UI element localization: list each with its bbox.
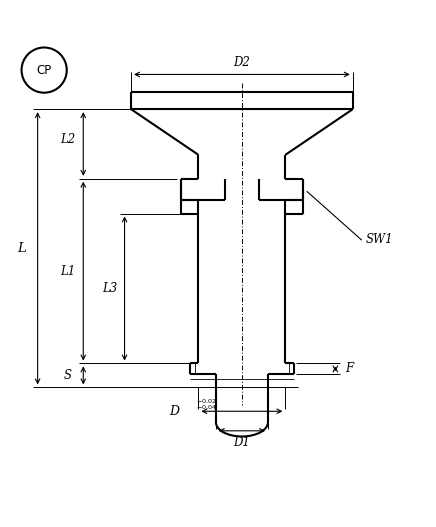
Text: $^{-0.02}_{-0.04}$: $^{-0.02}_{-0.04}$ [196, 397, 217, 412]
Text: SW1: SW1 [366, 233, 393, 246]
Text: L2: L2 [61, 133, 76, 146]
Text: F: F [345, 363, 353, 375]
Text: D: D [170, 405, 180, 418]
Text: L3: L3 [102, 282, 117, 295]
Text: S: S [64, 369, 72, 382]
Text: D2: D2 [233, 56, 250, 69]
Text: CP: CP [37, 64, 52, 76]
Text: D1: D1 [233, 436, 250, 450]
Text: L1: L1 [61, 265, 76, 278]
Text: L: L [17, 242, 25, 255]
